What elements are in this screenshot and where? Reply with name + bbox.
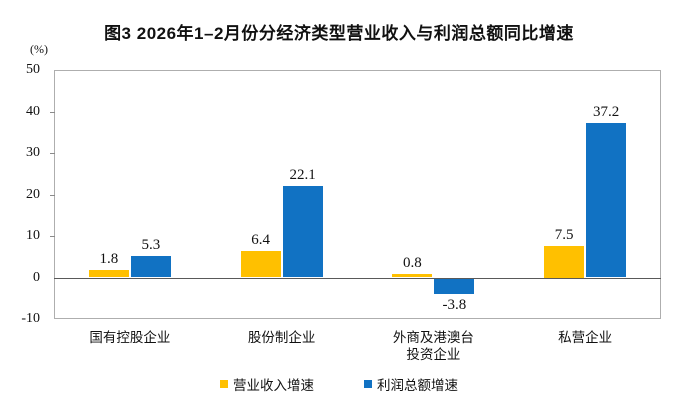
legend-label-profit: 利润总额增速 bbox=[377, 378, 458, 393]
bar-revenue-2 bbox=[392, 274, 433, 278]
y-axis-tick-mark bbox=[50, 236, 55, 237]
zero-baseline bbox=[54, 278, 661, 279]
bar-value-label: 1.8 bbox=[99, 251, 119, 268]
x-axis-category-label: 外商及港澳台 投资企业 bbox=[392, 330, 474, 362]
y-axis-tick-label: 10 bbox=[26, 228, 40, 243]
bar-profit-3 bbox=[586, 123, 627, 278]
y-axis-unit-label: (%) bbox=[30, 42, 48, 56]
y-axis-tick-label: -10 bbox=[21, 311, 40, 326]
legend-item-revenue-growth: 营业收入增速 bbox=[220, 374, 314, 394]
chart-title: 图3 2026年1–2月份分经济类型营业收入与利润总额同比增速 bbox=[104, 24, 574, 43]
bar-value-label: 5.3 bbox=[141, 236, 161, 253]
bar-value-label: 6.4 bbox=[251, 231, 270, 248]
y-axis-tick-label: 20 bbox=[26, 186, 40, 202]
legend-swatch-revenue bbox=[220, 380, 228, 388]
bar-value-label: 37.2 bbox=[593, 104, 620, 121]
bar-value-label: -3.8 bbox=[442, 297, 467, 314]
bar-revenue-3 bbox=[544, 246, 585, 278]
legend-label-revenue: 营业收入增速 bbox=[233, 378, 314, 393]
bar-profit-0 bbox=[130, 255, 171, 278]
bar-revenue-1 bbox=[240, 250, 281, 278]
legend: 营业收入增速 利润总额增速 bbox=[0, 374, 678, 394]
x-axis-category-label: 股份制企业 bbox=[247, 330, 316, 345]
bar-profit-1 bbox=[282, 185, 323, 278]
x-axis-category-label: 私营企业 bbox=[558, 330, 613, 345]
legend-swatch-profit bbox=[364, 380, 372, 388]
legend-item-profit-growth: 利润总额增速 bbox=[364, 374, 458, 394]
y-axis-tick-mark bbox=[50, 153, 55, 154]
x-axis-category-label: 国有控股企业 bbox=[89, 330, 171, 345]
y-axis-tick-label: 50 bbox=[26, 62, 40, 77]
y-axis-tick-label: 0 bbox=[33, 269, 40, 285]
y-axis-tick-mark bbox=[50, 194, 55, 196]
bar-value-label: 7.5 bbox=[554, 227, 574, 244]
bar-value-label: 22.1 bbox=[289, 166, 316, 183]
y-axis-tick-label: 30 bbox=[26, 145, 40, 160]
bar-profit-2 bbox=[434, 278, 475, 295]
y-axis-tick-mark bbox=[50, 111, 55, 113]
bar-value-label: 0.8 bbox=[403, 255, 422, 272]
bar-revenue-0 bbox=[88, 270, 129, 278]
y-axis-tick-label: 40 bbox=[26, 103, 40, 119]
plot-area bbox=[54, 70, 661, 319]
